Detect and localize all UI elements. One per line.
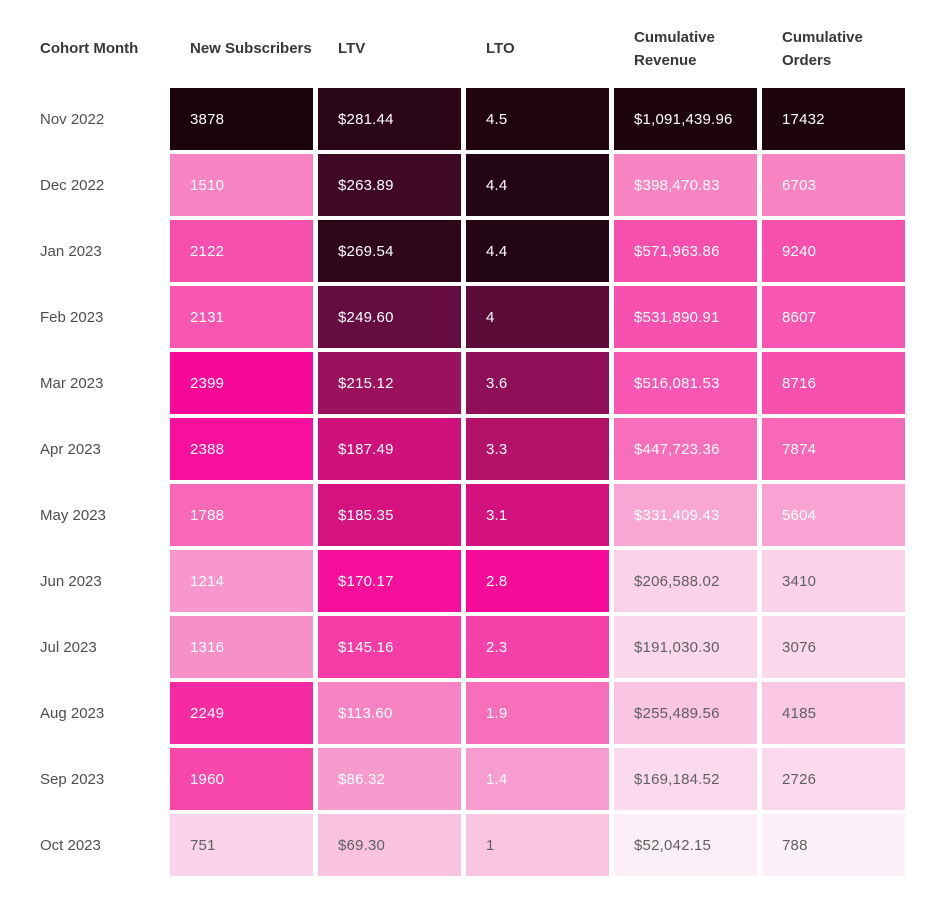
heatmap-cell-ltv: $215.12	[318, 352, 461, 414]
heatmap-cell-lto: 4.5	[466, 88, 609, 150]
heatmap-cell-lto: 1.4	[466, 748, 609, 810]
row-label-cohort-month: Apr 2023	[40, 440, 101, 458]
row-label-cohort-month: Dec 2022	[40, 176, 105, 194]
heatmap-cell-cumulative-orders: 7874	[762, 418, 905, 480]
heatmap-cell-lto: 1.9	[466, 682, 609, 744]
heatmap-cell-cumulative-revenue: $191,030.30	[614, 616, 757, 678]
heatmap-cell-ltv: $86.32	[318, 748, 461, 810]
heatmap-cell-ltv: $69.30	[318, 814, 461, 876]
column-header-ltv: LTV	[338, 40, 366, 58]
heatmap-cell-cumulative-revenue: $531,890.91	[614, 286, 757, 348]
heatmap-cell-lto: 3.6	[466, 352, 609, 414]
table-row: Sep 2023 1960 $86.32 1.4 $169,184.52 2726	[40, 748, 905, 810]
row-label-cohort-month: Jun 2023	[40, 572, 102, 590]
table-body: Nov 2022 3878 $281.44 4.5 $1,091,439.96 17432…	[40, 88, 905, 876]
row-label-cohort-month: Aug 2023	[40, 704, 105, 722]
cohort-heatmap-table: Cohort Month New Subscribers LTV LTO Cum…	[40, 12, 905, 876]
table-row: Jan 2023 2122 $269.54 4.4 $571,963.86 9240	[40, 220, 905, 282]
row-label-cohort-month: Oct 2023	[40, 836, 101, 854]
table-row: Jun 2023 1214 $170.17 2.8 $206,588.02 3410	[40, 550, 905, 612]
heatmap-cell-new-subscribers: 1960	[170, 748, 313, 810]
heatmap-cell-cumulative-revenue: $169,184.52	[614, 748, 757, 810]
heatmap-cell-cumulative-orders: 3410	[762, 550, 905, 612]
heatmap-cell-new-subscribers: 1316	[170, 616, 313, 678]
heatmap-cell-cumulative-revenue: $255,489.56	[614, 682, 757, 744]
table-header-row: Cohort Month New Subscribers LTV LTO Cum…	[40, 12, 905, 86]
column-header-cohort-month: Cohort Month	[40, 40, 139, 58]
heatmap-cell-ltv: $187.49	[318, 418, 461, 480]
heatmap-cell-cumulative-orders: 3076	[762, 616, 905, 678]
heatmap-cell-new-subscribers: 2388	[170, 418, 313, 480]
row-label-cohort-month: Nov 2022	[40, 110, 105, 128]
heatmap-cell-lto: 4.4	[466, 220, 609, 282]
heatmap-cell-cumulative-orders: 17432	[762, 88, 905, 150]
heatmap-cell-new-subscribers: 2122	[170, 220, 313, 282]
heatmap-cell-lto: 1	[466, 814, 609, 876]
heatmap-cell-new-subscribers: 1788	[170, 484, 313, 546]
heatmap-cell-lto: 2.3	[466, 616, 609, 678]
heatmap-cell-lto: 4.4	[466, 154, 609, 216]
heatmap-cell-ltv: $263.89	[318, 154, 461, 216]
heatmap-cell-ltv: $170.17	[318, 550, 461, 612]
table-row: Nov 2022 3878 $281.44 4.5 $1,091,439.96 17432	[40, 88, 905, 150]
heatmap-cell-cumulative-orders: 8607	[762, 286, 905, 348]
heatmap-cell-ltv: $145.16	[318, 616, 461, 678]
heatmap-cell-lto: 2.8	[466, 550, 609, 612]
column-header-cumulative-revenue: Cumulative Revenue	[634, 28, 715, 69]
heatmap-cell-cumulative-revenue: $52,042.15	[614, 814, 757, 876]
heatmap-cell-lto: 3.1	[466, 484, 609, 546]
column-header-lto: LTO	[486, 40, 515, 58]
table-row: Jul 2023 1316 $145.16 2.3 $191,030.30 3076	[40, 616, 905, 678]
heatmap-cell-new-subscribers: 1510	[170, 154, 313, 216]
heatmap-cell-cumulative-orders: 8716	[762, 352, 905, 414]
table-row: Aug 2023 2249 $113.60 1.9 $255,489.56 4185	[40, 682, 905, 744]
table-row: Oct 2023 751 $69.30 1 $52,042.15 788	[40, 814, 905, 876]
heatmap-cell-cumulative-orders: 788	[762, 814, 905, 876]
table-row: Mar 2023 2399 $215.12 3.6 $516,081.53 8716	[40, 352, 905, 414]
heatmap-cell-cumulative-revenue: $516,081.53	[614, 352, 757, 414]
row-label-cohort-month: May 2023	[40, 506, 106, 524]
heatmap-cell-new-subscribers: 3878	[170, 88, 313, 150]
heatmap-cell-cumulative-revenue: $331,409.43	[614, 484, 757, 546]
row-label-cohort-month: Jul 2023	[40, 638, 97, 656]
heatmap-cell-ltv: $185.35	[318, 484, 461, 546]
row-label-cohort-month: Jan 2023	[40, 242, 102, 260]
heatmap-cell-new-subscribers: 2131	[170, 286, 313, 348]
heatmap-cell-cumulative-orders: 5604	[762, 484, 905, 546]
table-row: Apr 2023 2388 $187.49 3.3 $447,723.36 7874	[40, 418, 905, 480]
row-label-cohort-month: Sep 2023	[40, 770, 105, 788]
heatmap-cell-cumulative-revenue: $1,091,439.96	[614, 88, 757, 150]
heatmap-cell-cumulative-revenue: $571,963.86	[614, 220, 757, 282]
heatmap-cell-new-subscribers: 2249	[170, 682, 313, 744]
heatmap-cell-ltv: $249.60	[318, 286, 461, 348]
heatmap-cell-ltv: $113.60	[318, 682, 461, 744]
table-row: Dec 2022 1510 $263.89 4.4 $398,470.83 6703	[40, 154, 905, 216]
heatmap-cell-new-subscribers: 751	[170, 814, 313, 876]
heatmap-cell-cumulative-orders: 9240	[762, 220, 905, 282]
heatmap-cell-ltv: $269.54	[318, 220, 461, 282]
heatmap-cell-ltv: $281.44	[318, 88, 461, 150]
row-label-cohort-month: Feb 2023	[40, 308, 104, 326]
column-header-new-subscribers: New Subscribers	[190, 40, 312, 58]
heatmap-cell-cumulative-revenue: $398,470.83	[614, 154, 757, 216]
heatmap-cell-cumulative-orders: 2726	[762, 748, 905, 810]
table-row: May 2023 1788 $185.35 3.1 $331,409.43 5604	[40, 484, 905, 546]
heatmap-cell-cumulative-orders: 4185	[762, 682, 905, 744]
heatmap-cell-new-subscribers: 1214	[170, 550, 313, 612]
column-header-cumulative-orders: Cumulative Orders	[782, 28, 863, 69]
heatmap-cell-cumulative-revenue: $447,723.36	[614, 418, 757, 480]
heatmap-cell-new-subscribers: 2399	[170, 352, 313, 414]
heatmap-cell-cumulative-orders: 6703	[762, 154, 905, 216]
row-label-cohort-month: Mar 2023	[40, 374, 104, 392]
heatmap-cell-lto: 3.3	[466, 418, 609, 480]
heatmap-cell-cumulative-revenue: $206,588.02	[614, 550, 757, 612]
heatmap-cell-lto: 4	[466, 286, 609, 348]
table-row: Feb 2023 2131 $249.60 4 $531,890.91 8607	[40, 286, 905, 348]
